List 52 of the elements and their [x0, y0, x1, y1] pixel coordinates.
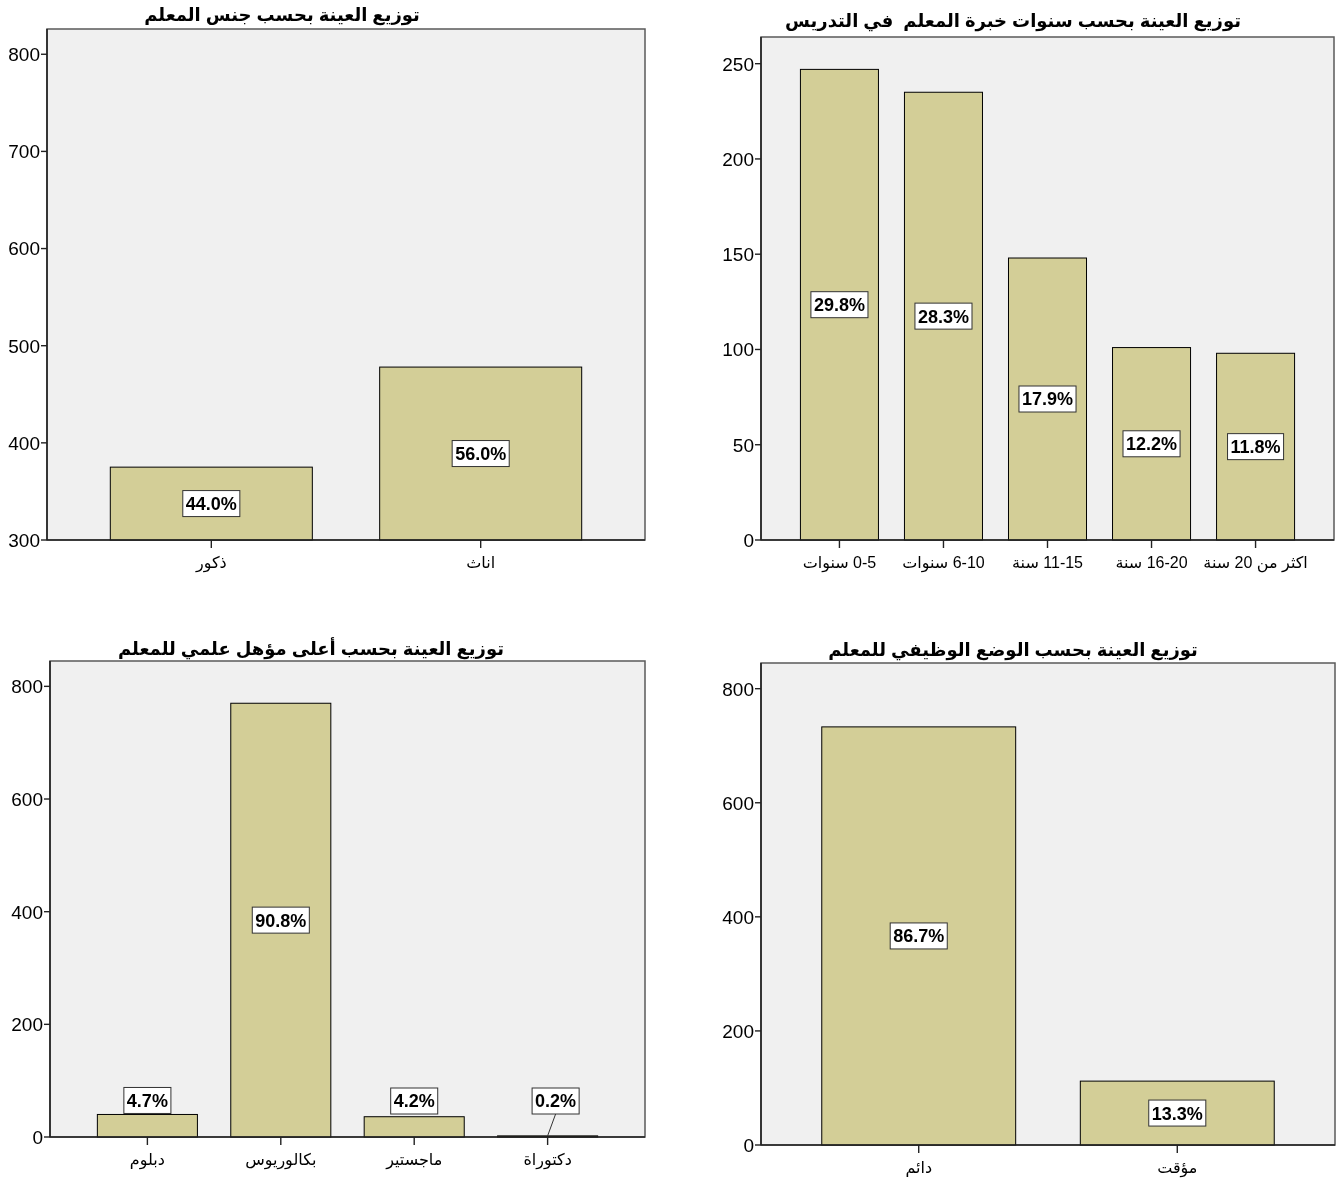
y-tick-label: 200	[722, 148, 754, 170]
y-tick-label: 400	[8, 432, 40, 454]
x-tick-label: اكثر من 20 سنة	[1203, 554, 1308, 573]
chart-title: توزيع العينة بحسب سنوات خبرة المعلم في التدريس	[785, 11, 1241, 32]
x-tick-label: 16-20 سنة	[1115, 554, 1188, 571]
y-tick-label: 0	[743, 529, 754, 551]
chart-title: توزيع العينة بحسب أعلى مؤهل علمي للمعلم	[118, 637, 504, 660]
x-tick-label: دبلوم	[129, 1151, 165, 1170]
y-tick-label: 500	[8, 335, 40, 357]
y-tick-label: 150	[722, 244, 754, 266]
y-tick-label: 50	[732, 434, 754, 456]
annotation: 29.8%	[813, 295, 865, 316]
annotation: 0.2%	[535, 1091, 577, 1112]
x-tick-label: ماجستير	[385, 1151, 443, 1170]
annotation: 56.0%	[455, 444, 507, 465]
y-tick-label: 0	[743, 1134, 754, 1156]
annotation: 11.8%	[1230, 437, 1281, 458]
x-tick-label: ذكور	[194, 554, 227, 573]
y-tick-label: 800	[8, 44, 40, 66]
y-tick-label: 300	[8, 529, 40, 551]
annotation: 12.2%	[1126, 434, 1178, 455]
annotation: 13.3%	[1151, 1103, 1203, 1124]
y-tick-label: 600	[722, 792, 754, 814]
chart-title: توزيع العينة بحسب الوضع الوظيفي للمعلم	[828, 640, 1198, 661]
x-tick-label: 6-10 سنوات	[902, 554, 985, 573]
chart-title: توزيع العينة بحسب جنس المعلم	[144, 5, 420, 26]
annotation: 4.7%	[126, 1090, 168, 1111]
y-tick-label: 200	[11, 1014, 43, 1036]
y-tick-label: 400	[722, 906, 754, 928]
x-tick-label: اناث	[466, 554, 496, 571]
y-tick-label: 600	[11, 788, 43, 810]
x-tick-label: 11-15 سنة	[1012, 554, 1084, 571]
x-tick-label: بكالوريوس	[245, 1151, 317, 1170]
x-tick-label: مؤقت	[1157, 1159, 1198, 1178]
annotation: 28.3%	[917, 306, 969, 327]
annotation: 4.2%	[393, 1091, 435, 1112]
y-tick-label: 800	[11, 676, 43, 698]
x-tick-label: دائم	[905, 1159, 933, 1177]
x-tick-label: 0-5 سنوات	[802, 554, 877, 573]
y-tick-label: 700	[8, 141, 40, 163]
annotation: 17.9%	[1021, 389, 1074, 410]
annotation: 90.8%	[255, 910, 307, 931]
y-tick-label: 250	[722, 53, 754, 75]
y-tick-label: 100	[722, 339, 754, 361]
x-tick-label: دكتوراة	[523, 1151, 572, 1170]
y-tick-label: 200	[722, 1020, 754, 1042]
y-tick-label: 800	[722, 678, 754, 700]
y-tick-label: 600	[8, 238, 40, 260]
annotation: 44.0%	[185, 494, 237, 515]
y-tick-label: 400	[11, 901, 43, 923]
annotation: 86.7%	[893, 926, 945, 947]
y-tick-label: 0	[32, 1126, 43, 1148]
